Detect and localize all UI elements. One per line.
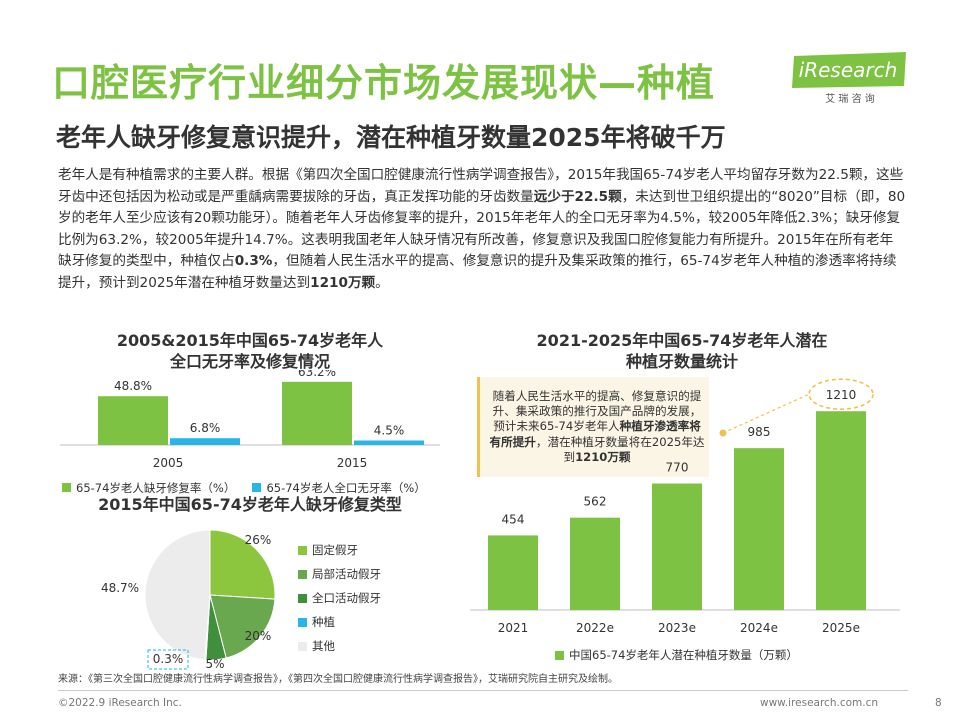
copyright-text: ©2022.9 iResearch Inc. (58, 697, 182, 709)
legend-item: 全口活动假牙 (298, 586, 381, 610)
highlight-ellipse (808, 378, 874, 411)
chart2-title: 2015年中国65-74岁老年人缺牙修复类型 (98, 495, 402, 514)
data-label: 562 (584, 495, 607, 509)
chart2-legend: 固定假牙局部活动假牙 全口活动假牙 种植其他 (298, 538, 381, 658)
bar-2015-series2 (354, 440, 424, 445)
data-label: 63.2% (298, 370, 336, 379)
legend-swatch-green (62, 483, 71, 492)
data-label: 4.5% (374, 424, 405, 438)
pie-slice-1 (209, 529, 276, 600)
pie-label: 26% (245, 533, 272, 547)
chart1-title: 2005&2015年中国65-74岁老年人 全口无牙率及修复情况 (40, 330, 460, 372)
data-label: 454 (502, 512, 525, 526)
legend-label: 种植 (312, 615, 335, 629)
bar-2023e (652, 483, 702, 610)
legend-item: 局部活动假牙 (298, 562, 381, 586)
pie-label: 5% (205, 657, 224, 671)
legend-item: 固定假牙 (298, 538, 381, 562)
legend-item-potential-implants: 中国65-74岁老年人潜在种植牙数量（万颗） (555, 647, 798, 663)
bar-2021 (488, 535, 538, 610)
chart3-title: 2021-2025年中国65-74岁老年人潜在 种植牙数量统计 (472, 330, 892, 372)
data-label: 770 (666, 461, 689, 475)
chart1-title-line2: 全口无牙率及修复情况 (169, 352, 330, 371)
legend-label: 65-74岁老人缺牙修复率（%） (76, 480, 236, 495)
legend-label: 固定假牙 (312, 543, 358, 557)
website-link[interactable]: www.iresearch.com.cn (760, 697, 879, 709)
pie-slice-2 (209, 594, 276, 659)
data-label: 985 (748, 425, 771, 439)
body-paragraph: 老年人是有种植需求的主要人群。根据《第四次全国口腔健康流行性病学调查报告》，20… (58, 165, 906, 294)
legend-item-repair-rate: 65-74岁老人缺牙修复率（%） (62, 480, 235, 496)
legend-swatch (298, 593, 307, 603)
logo-subtext: 艾 瑞 咨 询 (825, 92, 875, 105)
x-tick-label: 2005 (153, 456, 184, 470)
legend-swatch (298, 617, 307, 627)
iresearch-logo: iResearch 艾 瑞 咨 询 (790, 50, 910, 108)
x-tick-label: 2022e (576, 621, 614, 635)
bar-2024e (734, 448, 784, 610)
chart3-callout-box (477, 377, 709, 477)
legend-item: 种植 (298, 610, 381, 634)
bar-2022e (570, 517, 620, 610)
body-text-segment: 。 (375, 274, 389, 291)
x-tick-label: 2023e (658, 621, 696, 635)
chart2-pie-chart: 26% 20% 5% 0.3% 48.7% (101, 529, 276, 671)
chart3-title-line1: 2021-2025年中国65-74岁老年人潜在 (536, 331, 828, 350)
legend-label: 其他 (312, 639, 335, 653)
legend-label: 65-74岁老人全口无牙率（%） (266, 480, 426, 495)
x-tick-label: 2015 (337, 456, 368, 470)
legend-swatch-blue (252, 483, 262, 492)
body-text-segment: 0.3% (234, 253, 273, 269)
logo-text: iResearch (799, 58, 898, 82)
page-title: 口腔医疗行业细分市场发展现状—种植 (52, 61, 716, 105)
body-text-segment: 远少于22.5颗 (533, 188, 622, 205)
pie-label: 0.3% (153, 652, 184, 666)
chart3-legend: 中国65-74岁老年人潜在种植牙数量（万颗） (555, 647, 798, 663)
callout-segment: ，潜在种植牙数量将在2025年达到 (535, 434, 705, 464)
body-text-segment: 老年人是有种植需求的主要人群。根据《第四次全国口腔健康流行性病学调查报告》，20… (58, 167, 904, 205)
legend-item-edentulous-rate: 65-74岁老人全口无牙率（%） (252, 480, 426, 496)
x-tick-label: 2024e (740, 621, 778, 635)
page-number: 8 (935, 697, 942, 709)
legend-label: 全口活动假牙 (312, 591, 381, 605)
legend-label: 局部活动假牙 (312, 567, 381, 581)
callout-connector (722, 393, 810, 434)
page-subtitle: 老年人缺牙修复意识提升，潜在种植牙数量2025年将破千万 (56, 123, 726, 152)
chart1-bar-chart: 48.8% 6.8% 2005 63.2% 4.5% 2015 (60, 370, 440, 470)
chart1-legend: 65-74岁老人缺牙修复率（%） 65-74岁老人全口无牙率（%） (62, 477, 438, 496)
bar-2025e (816, 411, 866, 610)
data-label: 1210 (826, 388, 857, 402)
chart3-bar-chart: 454 2021 562 2022e 770 2023e 985 2024e 1210 2025e (470, 378, 900, 635)
footer-divider (58, 690, 908, 691)
legend-swatch (298, 569, 307, 579)
highlight-box (147, 649, 189, 670)
callout-segment: 1210万颗 (575, 449, 631, 464)
legend-item: 其他 (298, 634, 381, 658)
bar-2005-series2 (170, 438, 240, 445)
data-label: 48.8% (114, 379, 152, 393)
legend-swatch (298, 641, 307, 651)
chart1-title-line1: 2005&2015年中国65-74岁老年人 (116, 331, 384, 350)
bar-2015-series1 (282, 381, 352, 445)
chart3-title-line2: 种植牙数量统计 (625, 352, 738, 371)
pie-label: 48.7% (101, 581, 139, 595)
body-text-segment: ，未达到世卫组织提出的“8020”目标（即，80岁的老年人至少应该有20颗功能牙… (58, 188, 906, 270)
x-tick-label: 2021 (498, 621, 529, 635)
legend-swatch-green (555, 650, 564, 660)
x-tick-label: 2025e (822, 621, 860, 635)
callout-segment: 随着人民生活水平的提高、修复意识的提升、集采政策的推行及国产品牌的发展，预计未来… (492, 389, 702, 434)
body-text-segment: 1210万颗 (310, 274, 376, 291)
callout-dot (719, 429, 727, 437)
legend-label: 中国65-74岁老年人潜在种植牙数量（万颗） (569, 648, 798, 662)
pie-label: 20% (245, 629, 272, 643)
bar-2005-series1 (98, 396, 168, 445)
pie-slice-5 (144, 529, 211, 661)
chart3-callout-text: 随着人民生活水平的提高、修复意识的提升、集采政策的推行及国产品牌的发展，预计未来… (488, 389, 706, 465)
legend-swatch (298, 545, 307, 555)
data-label: 6.8% (190, 421, 221, 435)
callout-segment: 种植牙渗透率将有所提升 (489, 419, 701, 449)
body-text-segment: ，但随着人民生活水平的提高、修复意识的提升及集采政策的推行，65-74岁老年人种… (58, 253, 897, 291)
source-note: 来源：《第三次全国口腔健康流行性病学调查报告》，《第四次全国口腔健康流行性病学调… (58, 674, 618, 685)
